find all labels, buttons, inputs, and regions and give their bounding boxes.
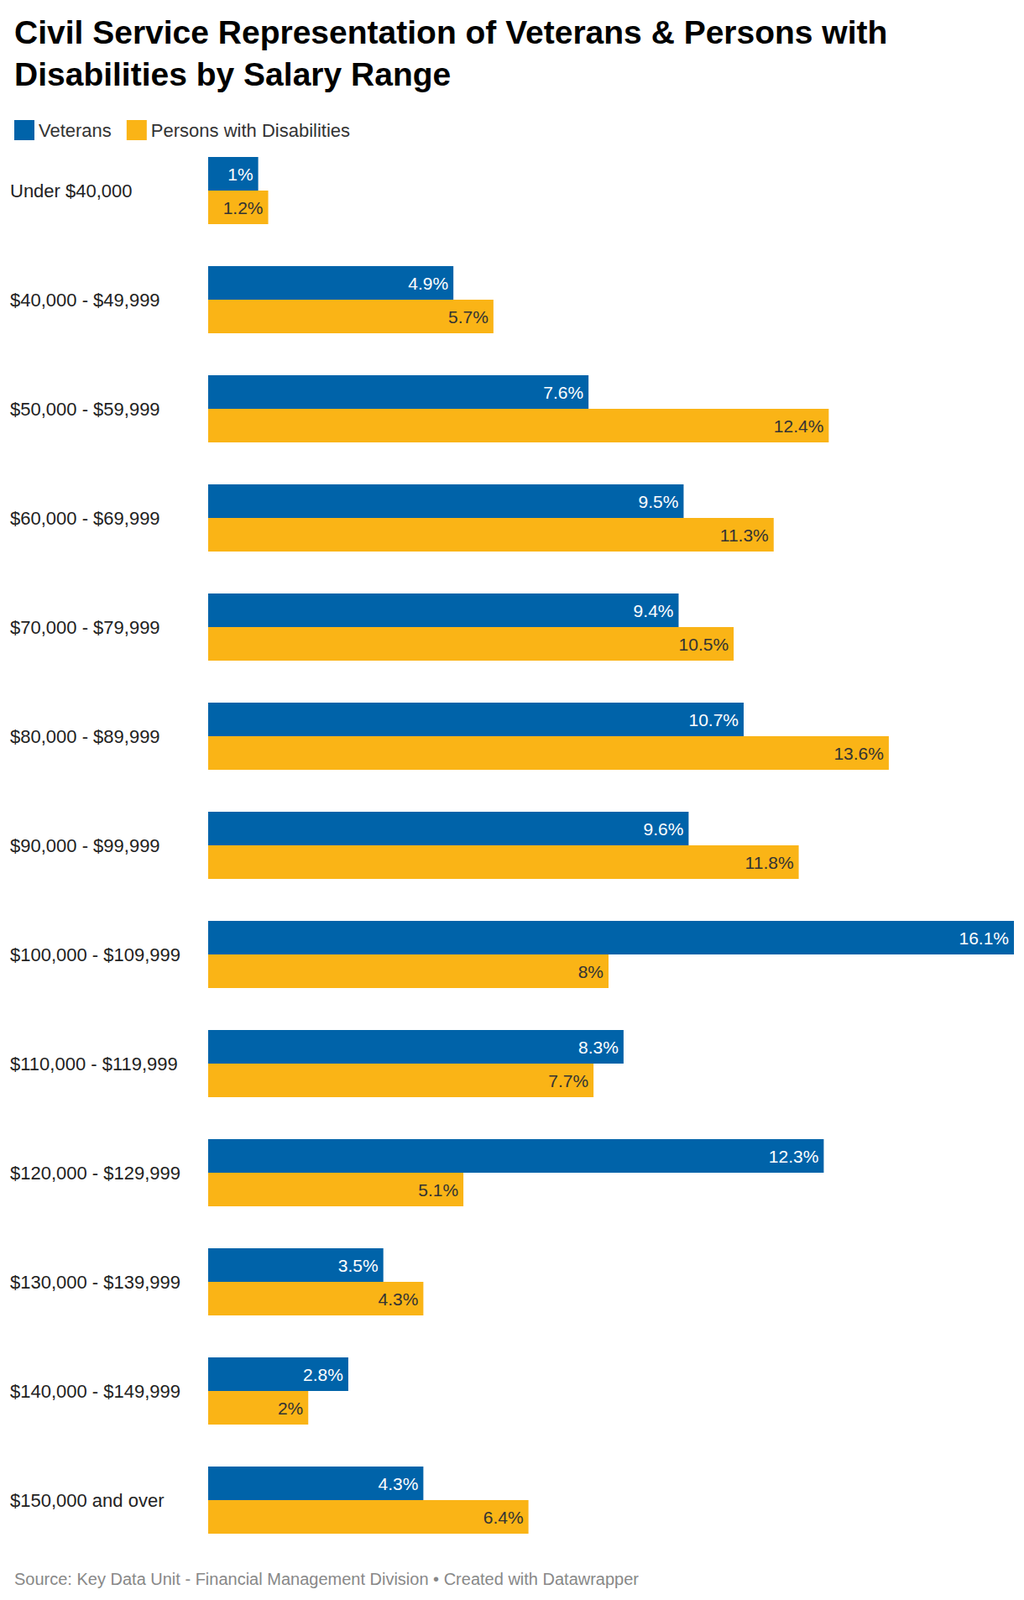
svg-text:9.5%: 9.5%: [638, 491, 680, 512]
svg-text:$140,000 - $149,999: $140,000 - $149,999: [10, 1380, 181, 1402]
svg-text:$150,000 and over: $150,000 and over: [10, 1489, 165, 1511]
svg-text:Disabilities by Salary Range: Disabilities by Salary Range: [14, 56, 451, 93]
svg-text:Under $40,000: Under $40,000: [10, 180, 133, 202]
svg-text:Veterans: Veterans: [38, 120, 112, 142]
svg-text:8%: 8%: [578, 961, 604, 982]
svg-text:2%: 2%: [277, 1398, 304, 1418]
svg-text:7.7%: 7.7%: [548, 1071, 589, 1091]
svg-text:6.4%: 6.4%: [483, 1507, 524, 1527]
svg-text:3.5%: 3.5%: [338, 1255, 379, 1275]
svg-text:10.5%: 10.5%: [679, 634, 730, 654]
svg-text:1.2%: 1.2%: [223, 198, 264, 218]
svg-text:$60,000 - $69,999: $60,000 - $69,999: [10, 507, 161, 529]
svg-text:9.4%: 9.4%: [633, 600, 674, 621]
svg-text:4.3%: 4.3%: [378, 1473, 419, 1494]
svg-text:Persons with Disabilities: Persons with Disabilities: [151, 120, 351, 142]
svg-text:11.3%: 11.3%: [720, 525, 769, 545]
svg-text:16.1%: 16.1%: [958, 928, 1009, 948]
svg-text:Source: Key Data Unit - Financ: Source: Key Data Unit - Financial Manage…: [14, 1569, 639, 1589]
svg-text:4.9%: 4.9%: [407, 273, 449, 293]
svg-text:7.6%: 7.6%: [543, 382, 584, 403]
svg-text:5.1%: 5.1%: [417, 1180, 459, 1200]
svg-text:5.7%: 5.7%: [448, 307, 489, 327]
svg-text:11.8%: 11.8%: [745, 852, 795, 873]
svg-text:4.3%: 4.3%: [378, 1289, 419, 1309]
svg-text:1%: 1%: [227, 164, 253, 184]
svg-text:$100,000 - $109,999: $100,000 - $109,999: [10, 944, 181, 966]
svg-text:2.8%: 2.8%: [303, 1364, 344, 1385]
svg-text:10.7%: 10.7%: [688, 710, 739, 730]
svg-text:9.6%: 9.6%: [643, 819, 685, 839]
svg-text:8.3%: 8.3%: [578, 1037, 619, 1057]
svg-text:$50,000 - $59,999: $50,000 - $59,999: [10, 398, 161, 420]
svg-text:$40,000 - $49,999: $40,000 - $49,999: [10, 289, 161, 311]
svg-text:$110,000 - $119,999: $110,000 - $119,999: [10, 1053, 178, 1075]
svg-text:$80,000 - $89,999: $80,000 - $89,999: [10, 726, 161, 748]
svg-text:$120,000 - $129,999: $120,000 - $129,999: [10, 1162, 181, 1184]
svg-text:12.3%: 12.3%: [768, 1146, 820, 1166]
svg-text:13.6%: 13.6%: [833, 743, 884, 763]
svg-text:$130,000 - $139,999: $130,000 - $139,999: [10, 1271, 181, 1293]
svg-text:12.4%: 12.4%: [773, 416, 825, 436]
svg-text:$90,000 - $99,999: $90,000 - $99,999: [10, 835, 161, 857]
svg-text:$70,000 - $79,999: $70,000 - $79,999: [10, 616, 161, 638]
svg-text:Civil Service Representation o: Civil Service Representation of Veterans…: [14, 14, 897, 51]
